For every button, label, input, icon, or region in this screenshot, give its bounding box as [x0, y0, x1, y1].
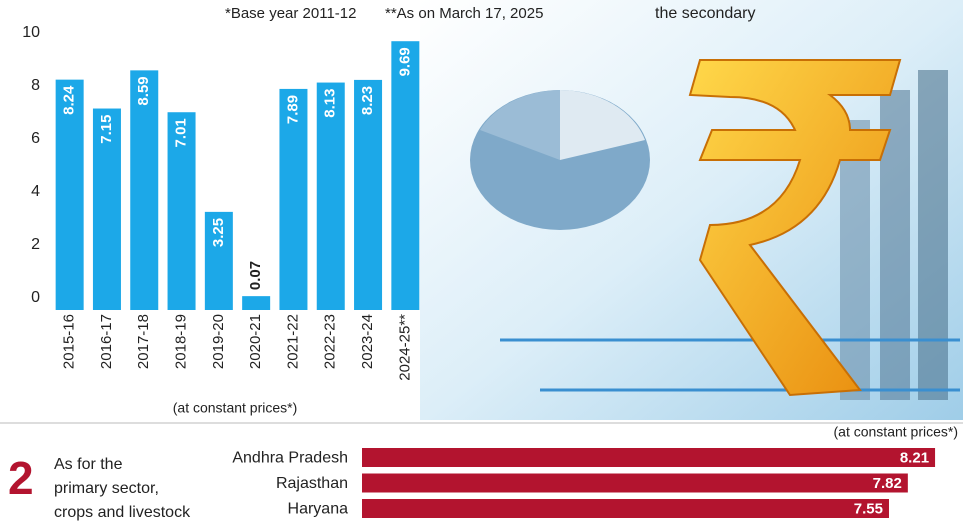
bar: [167, 112, 196, 310]
section-number: 2: [8, 452, 34, 504]
category-label: Andhra Pradesh: [232, 450, 348, 467]
bar: [55, 79, 84, 310]
value-label: 7.82: [873, 475, 902, 492]
category-label: Haryana: [288, 501, 349, 518]
value-label: 7.01: [173, 118, 190, 147]
y-tick-label: 0: [31, 289, 40, 306]
value-label: 7.55: [854, 500, 883, 517]
value-label: 8.13: [322, 89, 339, 118]
x-tick-label: 2019-20: [210, 314, 227, 369]
x-tick-label: 2018-19: [173, 314, 190, 369]
headline-fragment: the secondary: [655, 5, 756, 22]
bar: [130, 70, 159, 311]
x-tick-label: 2021-22: [284, 314, 301, 369]
value-label: 7.15: [98, 115, 115, 144]
bar: [354, 79, 383, 310]
x-tick-label: 2020-21: [247, 314, 264, 369]
bar: [362, 448, 936, 467]
value-label: 7.89: [284, 95, 301, 124]
y-tick-label: 4: [31, 183, 40, 200]
section-text: primary sector,: [54, 480, 159, 497]
bar: [362, 499, 889, 518]
bar: [362, 473, 908, 493]
y-tick-label: 6: [31, 130, 40, 147]
bar: [242, 296, 271, 310]
axis-note: (at constant prices*): [173, 400, 298, 416]
y-tick-label: 2: [31, 236, 40, 253]
y-tick-label: 10: [22, 24, 40, 41]
bar: [391, 41, 420, 311]
value-label: 8.21: [900, 449, 929, 466]
decorative-image: [420, 0, 963, 420]
value-label: 8.59: [135, 76, 152, 105]
bar: [204, 211, 233, 310]
bar: [316, 82, 345, 311]
x-tick-label: 2017-18: [135, 314, 152, 369]
note: *Base year 2011-12: [225, 5, 356, 22]
axis-note: (at constant prices*): [834, 424, 959, 440]
note: **As on March 17, 2025: [385, 5, 543, 22]
value-label: 0.07: [247, 261, 264, 290]
x-tick-label: 2023-24: [359, 314, 376, 369]
y-tick-label: 8: [31, 77, 40, 94]
bar: [279, 88, 308, 310]
category-label: Rajasthan: [276, 475, 348, 492]
value-label: 9.69: [396, 47, 413, 76]
x-tick-label: 2022-23: [322, 314, 339, 369]
bar: [92, 108, 121, 311]
x-tick-label: 2024-25**: [396, 314, 413, 381]
value-label: 3.25: [210, 218, 227, 247]
x-tick-label: 2015-16: [61, 314, 78, 369]
section-text: crops and livestock: [54, 504, 191, 521]
section-text: As for the: [54, 456, 123, 473]
value-label: 8.23: [359, 86, 376, 115]
x-tick-label: 2016-17: [98, 314, 115, 369]
value-label: 8.24: [61, 85, 78, 115]
